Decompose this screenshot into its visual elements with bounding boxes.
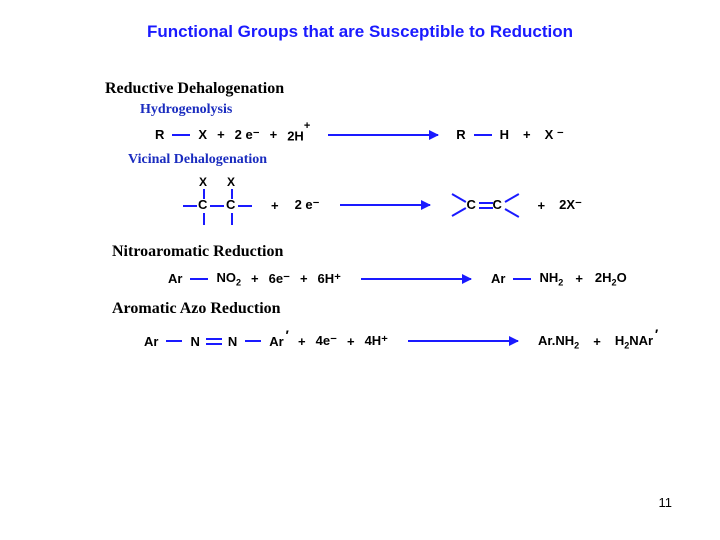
bond-icon: [504, 208, 519, 218]
section-label: Reductive Dehalogenation: [105, 80, 284, 97]
nitro-rhs-Ar: Ar: [491, 271, 505, 286]
bond-icon: [203, 213, 205, 225]
section-azo: Aromatic Azo Reduction: [112, 300, 281, 318]
no2-base: NO: [216, 270, 236, 285]
nh2-base: NH: [539, 270, 558, 285]
section-label: Aromatic Azo Reduction: [112, 300, 281, 317]
arrow-icon: [328, 134, 438, 136]
plus: +: [217, 127, 225, 142]
h2nar-nar: NAr: [629, 333, 653, 348]
h2o-2h: 2H: [595, 270, 612, 285]
equation-azo: Ar N N Ar′ + 4e⁻ + 4H⁺ Ar.NH2 + H2NAr′: [144, 332, 657, 351]
bond-icon: [206, 343, 222, 345]
plus: +: [270, 127, 278, 142]
atom-C: C: [226, 197, 235, 212]
arrow-icon: [340, 204, 430, 206]
arnh2-base: Ar.NH: [538, 333, 574, 348]
bond-icon: [210, 205, 224, 207]
bond-icon: [451, 207, 466, 217]
subheading-hydrogenolysis: Hydrogenolysis: [140, 102, 232, 118]
hydro-rhs-H: H: [500, 127, 509, 142]
equation-hydrogenolysis: R X + 2 e⁻ + 2H+ R H + X ⁻: [155, 126, 564, 143]
plus: +: [300, 271, 308, 286]
bond-icon: [479, 207, 493, 209]
hydro-rhs-X: X ⁻: [545, 127, 564, 143]
nitro-rhs-NH2: NH2: [539, 270, 563, 288]
vicinal-left-structure: X X C C: [195, 177, 247, 233]
nitro-Ar: Ar: [168, 271, 182, 286]
arp-base: Ar: [269, 334, 283, 349]
prime-mark: ′: [654, 326, 657, 342]
nitro-6e: 6e⁻: [269, 271, 290, 287]
hydro-X: X: [198, 127, 207, 142]
plus: +: [271, 198, 279, 213]
bond-icon: [513, 278, 531, 280]
bond-icon: [231, 213, 233, 225]
bond-icon: [206, 338, 222, 340]
equation-nitroaromatic: Ar NO2 + 6e⁻ + 6H⁺ Ar NH2 + 2H2O: [168, 270, 627, 288]
no2-sub: 2: [236, 278, 241, 288]
plus: +: [523, 127, 531, 142]
plus: +: [251, 271, 259, 286]
page-number: 11: [659, 495, 673, 510]
nitro-rhs-h2o: 2H2O: [595, 270, 627, 288]
bond-icon: [474, 134, 492, 136]
section-nitroaromatic: Nitroaromatic Reduction: [112, 243, 283, 261]
arrow-icon: [408, 340, 518, 342]
arnh2-sub: 2: [574, 340, 579, 350]
equation-vicinal: X X C C + 2 e⁻ C C + 2X⁻: [195, 175, 582, 235]
bond-icon: [183, 205, 197, 207]
subheading-vicinal: Vicinal Dehalogenation: [128, 152, 267, 168]
page-title: Functional Groups that are Susceptible t…: [0, 22, 720, 42]
nitro-NO2: NO2: [216, 270, 241, 288]
plus: +: [593, 334, 601, 349]
vicinal-right-structure: C C: [450, 177, 518, 233]
arrow-icon: [361, 278, 471, 280]
section-label: Nitroaromatic Reduction: [112, 243, 283, 260]
hydro-2e: 2 e⁻: [235, 127, 260, 143]
azo-4e: 4e⁻: [316, 333, 337, 349]
atom-X: X: [199, 175, 207, 189]
plus: +: [575, 271, 583, 286]
azo-Ar: Ar: [144, 334, 158, 349]
sub-label: Hydrogenolysis: [140, 102, 232, 117]
term3-sup: +: [304, 120, 310, 132]
prime-mark: ′: [285, 327, 288, 343]
bond-icon: [245, 340, 261, 342]
nitro-6H: 6H⁺: [318, 271, 341, 287]
h2nar-h: H: [615, 333, 624, 348]
azo-rhs-H2NAr: H2NAr′: [615, 332, 658, 351]
hydro-R: R: [155, 127, 164, 142]
azo-rhs-ArNH2: Ar.NH2: [538, 333, 579, 351]
bond-icon: [172, 134, 190, 136]
double-bond-icon: [206, 336, 222, 346]
plus: +: [538, 198, 546, 213]
bond-icon: [504, 193, 519, 203]
hydro-rhs-R: R: [456, 127, 465, 142]
azo-4H: 4H⁺: [365, 333, 388, 349]
atom-C: C: [493, 197, 502, 212]
azo-N2: N: [228, 334, 237, 349]
bond-icon: [238, 205, 252, 207]
atom-C: C: [198, 197, 207, 212]
section-reductive-dehalogenation: Reductive Dehalogenation: [105, 80, 284, 98]
plus: +: [298, 334, 306, 349]
hydro-2H: 2H+: [287, 126, 310, 143]
bond-icon: [166, 340, 182, 342]
azo-N1: N: [190, 334, 199, 349]
bond-icon: [479, 202, 493, 204]
h2o-o: O: [617, 270, 627, 285]
vic-2e: 2 e⁻: [295, 197, 320, 213]
vic-rhs-2X: 2X⁻: [559, 197, 582, 213]
bond-icon: [190, 278, 208, 280]
atom-X: X: [227, 175, 235, 189]
plus: +: [347, 334, 355, 349]
slide-page: Functional Groups that are Susceptible t…: [0, 0, 720, 540]
bond-icon: [451, 193, 466, 203]
term3-base: 2H: [287, 128, 304, 143]
sub-label: Vicinal Dehalogenation: [128, 152, 267, 167]
atom-C: C: [467, 197, 476, 212]
azo-Arp: Ar′: [269, 333, 288, 349]
nh2-sub: 2: [558, 278, 563, 288]
